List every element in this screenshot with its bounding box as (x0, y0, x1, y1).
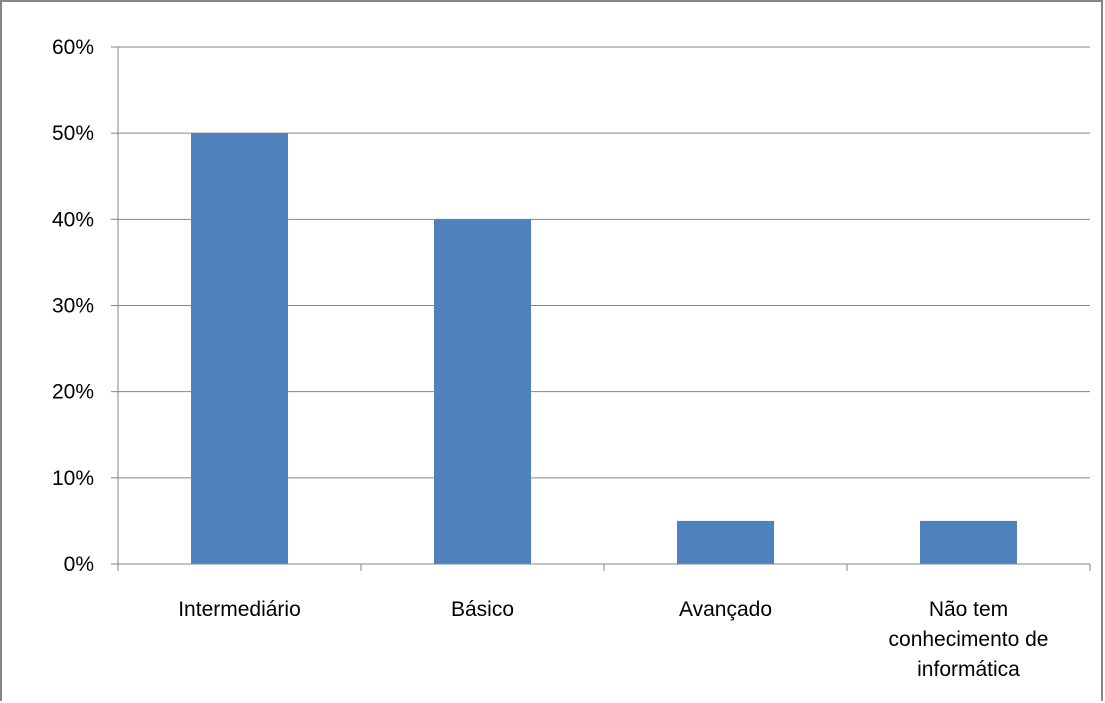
axes (111, 46, 1091, 571)
x-category-label: Básico (451, 598, 514, 621)
x-category-label: Intermediário (178, 598, 301, 621)
y-tick-label: 20% (52, 381, 94, 404)
y-tick-label: 10% (52, 467, 94, 490)
y-tick-label: 50% (52, 122, 94, 145)
y-tick-labels: 0% 10% 20% 30% 40% 50% 60% (52, 36, 94, 576)
x-category-label: Avançado (679, 598, 772, 621)
y-tick-label: 0% (64, 553, 94, 576)
bars (191, 133, 1017, 565)
y-tick-label: 30% (52, 295, 94, 318)
bar (434, 219, 531, 565)
x-category-labels: Intermediário Básico Avançado Não tem conhec… (178, 598, 1048, 681)
x-category-label: Não tem conhecimento de informática (889, 598, 1049, 681)
y-tick-label: 40% (52, 208, 94, 231)
y-tick-label: 60% (52, 36, 94, 59)
bar (191, 133, 288, 564)
bar (920, 520, 1017, 564)
bar (677, 520, 774, 564)
